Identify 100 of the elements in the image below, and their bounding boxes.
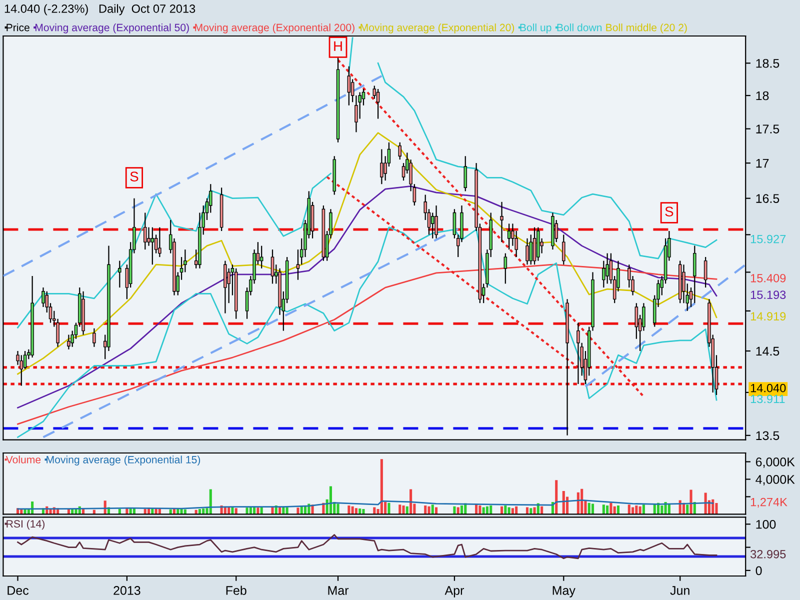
bar [431,504,434,514]
bar [49,508,52,514]
x-tick-label: Dec [8,586,29,595]
legend-label: Boll down [557,24,602,32]
legend-label: Volume [6,456,41,464]
candlestick [270,248,274,284]
annotation: H [334,41,342,51]
candlestick [67,334,70,350]
x-tick-label: Mar [328,586,349,595]
y-tick-label: 14.5 [756,346,780,356]
annotation: S [130,172,138,182]
candlestick [260,245,264,269]
bar [642,504,645,514]
candlestick [504,252,508,284]
bar [380,459,383,514]
bar [635,505,638,514]
candlestick [576,322,580,385]
bar [398,504,402,514]
bar [478,505,482,514]
candlestick [500,201,504,243]
y-tick-label: 4,000K [756,475,795,486]
bar [526,507,529,514]
candlestick [529,234,533,266]
y-tick-label: 13.5 [756,431,780,440]
candlestick [693,245,696,304]
bar [256,508,260,514]
bar [504,505,507,514]
candlestick [158,226,162,258]
candlestick [147,226,150,246]
bar [602,504,605,514]
bar [632,507,634,514]
candlestick [431,212,434,239]
line-series [17,186,718,408]
y-tick-label: 18 [756,91,769,100]
bar [329,486,332,514]
candlestick [144,212,147,250]
annotation: 14.040 [750,384,786,392]
y-tick-label: 6,000K [756,458,795,468]
legend-label: Moving average (Exponential 20) [360,24,514,34]
bar [428,506,430,514]
annotation: 1,274K [750,498,788,508]
annotation: 32.995 [750,550,786,558]
candlestick [464,156,468,192]
legend-label: Moving average (Exponential 15) [46,456,200,466]
bar [591,504,594,514]
y-tick-label: 17.5 [756,124,780,134]
bar [660,505,664,514]
annotation: 15.193 [750,290,786,299]
candlestick [434,204,438,239]
bar [606,505,609,514]
bar [686,504,689,514]
candlestick [398,142,402,160]
bar [460,505,464,514]
candlestick [704,256,708,288]
bar [690,490,692,514]
text: Boll middle (20 2) [606,24,687,34]
line-series [17,132,718,375]
candlestick [562,234,566,266]
legend-label: Moving average (Exponential 50) [36,24,189,34]
bar [616,505,620,514]
candlestick [376,88,380,120]
candlestick [118,260,122,288]
bar [424,505,427,514]
bar [336,504,340,514]
bar [348,505,350,514]
legend-label: Moving average (Exponential 200) [195,24,354,34]
candlestick [347,66,351,106]
candlestick [380,148,384,185]
bar [246,508,248,514]
annotation: S [665,206,674,216]
bar [555,480,558,514]
bar [533,507,536,514]
bar [410,489,412,514]
line-series [17,264,718,425]
bar [628,504,630,514]
bar [388,502,390,514]
x-tick-label: Feb [226,586,246,595]
chart-title: 14.040 (-2.23%) Daily Oct 07 2013 [4,4,196,16]
bar [373,507,376,514]
candlestick [20,354,24,386]
bar [402,505,405,514]
bar [456,507,460,514]
y-tick-label: 100 [756,520,776,529]
bar [296,508,300,514]
legend-label: RSI (14) [6,520,44,530]
bar [562,491,565,514]
y-tick-label: 17 [756,158,769,168]
bar [180,508,183,514]
candlestick [606,252,609,284]
candlestick [554,219,558,243]
x-tick-label: Apr [444,586,464,598]
x-tick-label: Jun [670,586,690,595]
candlestick [526,238,529,266]
bar [490,505,492,514]
annotation: 13.911 [750,394,785,404]
candlestick [224,260,227,314]
y-tick-label: 0 [756,566,762,576]
x-tick-label: 2013 [114,586,140,595]
line-series [17,534,718,560]
bar [482,507,485,514]
